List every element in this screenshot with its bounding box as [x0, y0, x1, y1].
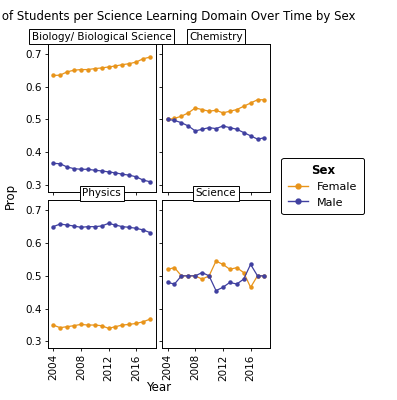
Text: Year: Year [146, 381, 172, 394]
Title: Biology/ Biological Science: Biology/ Biological Science [32, 32, 172, 42]
Legend: Female, Male: Female, Male [281, 158, 364, 214]
Text: Prop: Prop [4, 183, 16, 209]
Title: Science: Science [196, 188, 236, 198]
Title: Chemistry: Chemistry [189, 32, 243, 42]
Title: Physics: Physics [82, 188, 121, 198]
Text: Count of Students per Science Learning Domain Over Time by Sex: Count of Students per Science Learning D… [0, 10, 355, 23]
